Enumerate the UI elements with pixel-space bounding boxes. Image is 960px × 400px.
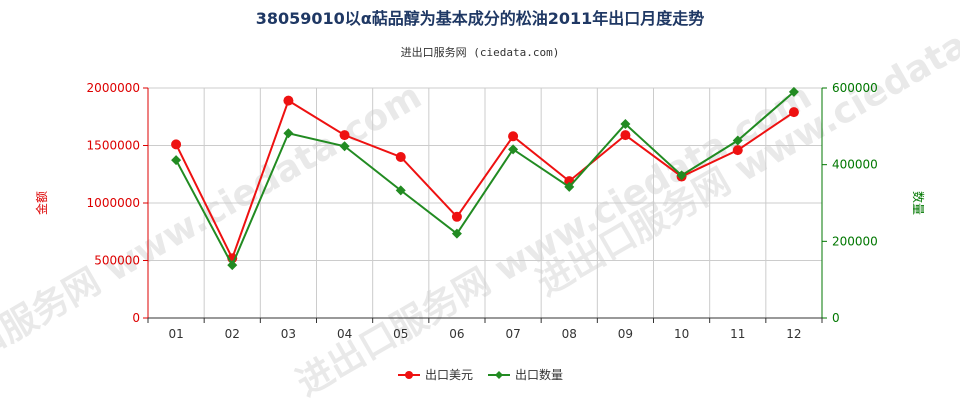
right-tick-label: 200000 — [832, 234, 878, 248]
right-tick-label: 600000 — [832, 81, 878, 95]
x-tick-label: 08 — [562, 327, 577, 341]
x-tick-label: 12 — [786, 327, 801, 341]
series-2-point — [283, 128, 294, 139]
series-1-point — [788, 107, 799, 118]
right-tick-label: 400000 — [832, 158, 878, 172]
series-line-1 — [175, 99, 795, 261]
left-axis-ticks: 0 500000 1000000 1500000 2000000 — [87, 81, 148, 325]
series-2-point — [620, 119, 631, 130]
series-2-point — [339, 141, 350, 152]
series-1-point — [283, 95, 294, 106]
legend-label-2: 出口数量 — [515, 367, 563, 382]
left-tick-label: 1000000 — [87, 196, 140, 210]
series-2-point — [171, 155, 182, 166]
x-tick-label: 11 — [730, 327, 745, 341]
x-tick-label: 06 — [449, 327, 464, 341]
right-tick-label: 0 — [832, 311, 840, 325]
x-tick-label: 05 — [393, 327, 408, 341]
series-1-point — [451, 211, 462, 222]
series-2-point — [732, 135, 743, 146]
left-axis-label: 金额 — [34, 191, 49, 215]
left-tick-label: 1500000 — [87, 139, 140, 153]
series-2-point — [508, 144, 519, 155]
right-axis-label: 数量 — [911, 191, 926, 215]
legend-marker-2 — [495, 371, 503, 379]
legend: 出口美元 出口数量 — [398, 367, 563, 382]
series-2-point — [788, 86, 799, 97]
x-tick-label: 10 — [674, 327, 689, 341]
series-1-point — [171, 139, 182, 150]
series-layer — [171, 86, 799, 271]
x-tick-label: 03 — [281, 327, 296, 341]
x-tick-label: 09 — [618, 327, 633, 341]
watermark-text: 进出口服务网 www.ciedata.com — [530, 0, 960, 304]
legend-marker-1 — [405, 371, 413, 379]
x-tick-label: 01 — [168, 327, 183, 341]
series-1-point — [732, 145, 743, 156]
x-tick-label: 02 — [225, 327, 240, 341]
series-1-point — [339, 130, 350, 141]
series-1-point — [395, 152, 406, 162]
series-2-point — [395, 185, 406, 196]
right-axis-ticks: 0 200000 400000 600000 — [822, 81, 878, 325]
x-axis-ticks: 01 02 03 04 05 06 07 08 09 10 11 12 — [147, 318, 823, 341]
x-tick-label: 04 — [337, 327, 352, 341]
chart-title: 38059010以α萜品醇为基本成分的松油2011年出口月度走势 — [256, 9, 705, 28]
left-tick-label: 500000 — [94, 254, 140, 268]
left-tick-label: 2000000 — [87, 81, 140, 95]
series-2-point — [676, 170, 687, 181]
series-1-point — [508, 131, 519, 142]
series-1-point — [620, 130, 631, 141]
x-tick-label: 07 — [505, 327, 520, 341]
legend-label-1: 出口美元 — [425, 368, 473, 382]
series-2-point — [451, 228, 462, 239]
series-2-point — [227, 260, 238, 271]
series-2-point — [564, 181, 575, 192]
series-line-2 — [175, 91, 795, 268]
left-tick-label: 0 — [132, 311, 140, 325]
chart-source: 进出口服务网 (ciedata.com) — [401, 45, 560, 59]
